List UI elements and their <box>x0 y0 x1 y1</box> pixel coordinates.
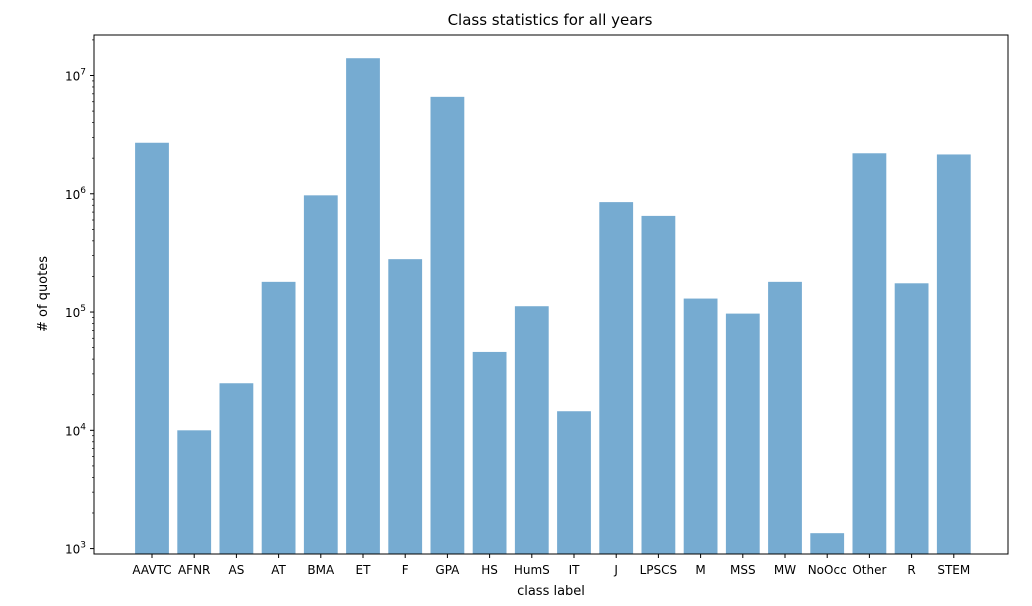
bar-f <box>388 259 423 554</box>
x-tick-label: MSS <box>730 563 756 577</box>
x-tick-label: NoOcc <box>808 563 847 577</box>
bar-lpscs <box>641 215 676 554</box>
x-tick-label: LPSCS <box>640 563 678 577</box>
bar-as <box>219 383 254 554</box>
chart-title: Class statistics for all years <box>448 11 653 29</box>
x-tick-label: M <box>695 563 705 577</box>
x-tick-label: ET <box>356 563 372 577</box>
plot-frame <box>93 34 1009 555</box>
bar-afnr <box>177 430 212 554</box>
y-tick-label: 105 <box>65 304 86 320</box>
x-axis: AAVTC AFNR AS AT BMA ET F GPA HS HumS IT J LPSCS M MSS… <box>132 554 970 577</box>
y-tick-label: 104 <box>65 422 86 438</box>
x-tick-label: HumS <box>514 563 550 577</box>
bar-hs <box>472 351 507 554</box>
bar-bma <box>303 195 338 554</box>
y-tick-label: 107 <box>65 67 86 83</box>
x-tick-label: AT <box>271 563 286 577</box>
x-tick-label: MW <box>774 563 796 577</box>
x-tick-label: STEM <box>937 563 970 577</box>
bar-r <box>894 283 929 554</box>
x-axis-label: class label <box>517 584 585 599</box>
y-tick-label: 103 <box>65 541 86 557</box>
bar-gpa <box>430 96 465 555</box>
x-tick-label: AS <box>228 563 244 577</box>
bar-mss <box>725 313 760 554</box>
x-tick-label: BMA <box>307 563 335 577</box>
bar-other <box>852 153 887 554</box>
bar-it <box>557 411 591 554</box>
x-tick-label: J <box>613 563 618 577</box>
y-axis: 103 104 105 106 107 <box>65 39 94 557</box>
bar-noocc <box>810 533 845 554</box>
bars-group <box>135 58 971 555</box>
x-tick-label: GPA <box>435 563 460 577</box>
bar-j <box>599 202 634 555</box>
bar-et <box>346 58 380 554</box>
y-tick-label: 106 <box>65 186 86 202</box>
y-axis-label: # of quotes <box>36 256 51 332</box>
x-tick-label: AAVTC <box>132 563 171 577</box>
bar-m <box>683 298 718 554</box>
x-tick-label: HS <box>481 563 498 577</box>
x-tick-label: AFNR <box>178 563 210 577</box>
x-tick-label: IT <box>569 563 581 577</box>
bar-hums <box>514 306 549 554</box>
bar-mw <box>768 281 802 554</box>
bar-aavtc <box>135 142 169 555</box>
x-tick-label: R <box>907 563 915 577</box>
x-tick-label: Other <box>852 563 886 577</box>
bar-stem <box>936 154 971 554</box>
x-tick-label: F <box>402 563 409 577</box>
bar-at <box>261 281 296 554</box>
